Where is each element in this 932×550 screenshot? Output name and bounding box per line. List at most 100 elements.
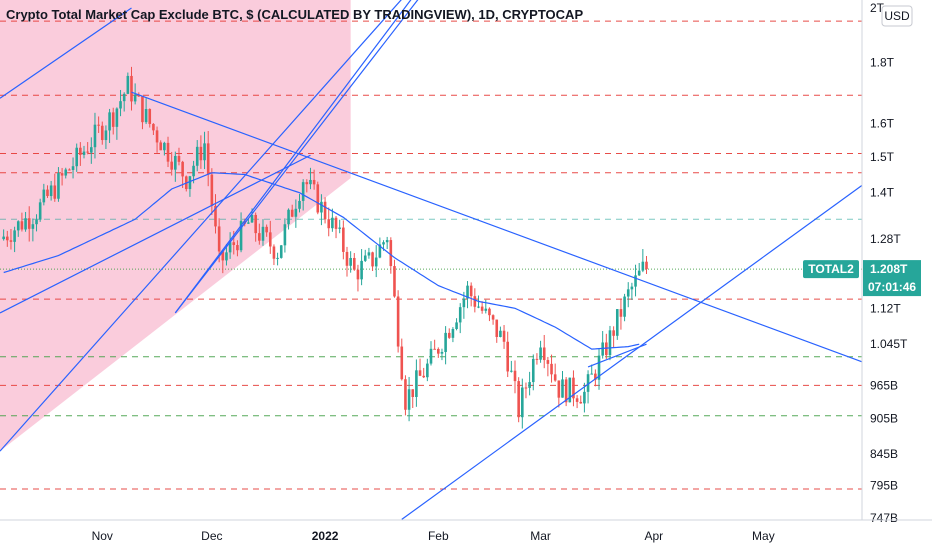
candle-36 [133,94,137,102]
candle-152 [557,380,561,398]
countdown-label: 07:01:46 [868,280,916,294]
candle-60 [221,251,225,261]
y-tick-label-3: 1.5T [870,150,895,164]
candle-144 [528,382,531,388]
candle-13 [49,185,53,197]
candle-124 [455,322,458,329]
candle-96 [352,257,356,270]
candle-111 [407,389,411,410]
candle-44 [163,142,166,151]
candle-89 [327,219,331,229]
candle-70 [258,233,261,241]
candle-143 [524,387,528,389]
candle-146 [535,358,539,360]
candle-17 [64,169,68,176]
symbol-tag [803,260,859,279]
candle-109 [400,346,404,380]
candle-42 [155,130,159,143]
candle-38 [141,96,144,123]
time-axis-panel [0,520,862,550]
candle-58 [214,205,217,227]
candle-97 [356,269,360,280]
candle-116 [426,363,429,378]
y-tick-label-8: 965B [870,378,898,392]
candle-32 [119,101,122,109]
candle-69 [254,214,257,234]
candle-118 [433,348,436,350]
candle-90 [331,217,334,229]
candle-145 [531,358,535,383]
trend-line-2 [174,0,412,314]
candle-66 [243,220,247,224]
candle-130 [477,306,480,308]
candle-59 [217,226,221,252]
candle-26 [97,124,100,126]
candle-49 [181,161,184,177]
candle-175 [641,261,645,271]
candle-46 [170,161,173,170]
candle-136 [499,330,502,337]
candle-161 [590,373,594,375]
candle-74 [272,246,276,259]
x-tick-label-6: May [752,529,775,543]
candle-121 [444,332,447,352]
candle-174 [637,270,641,276]
candle-127 [466,285,469,299]
candle-142 [521,387,524,418]
candle-108 [396,296,400,347]
candle-1 [6,236,9,241]
chart-title: Crypto Total Market Cap Exclude BTC, $ (… [6,7,583,22]
candle-56 [206,143,210,175]
candle-112 [411,389,415,397]
y-tick-label-11: 795B [870,479,898,493]
candle-16 [60,173,64,176]
candle-126 [462,298,466,308]
candle-9 [35,219,38,225]
candle-166 [608,330,612,356]
trend-line-6 [0,154,311,314]
currency-button-label: USD [884,9,910,23]
candle-0 [2,236,5,240]
candle-75 [276,257,279,259]
candle-120 [440,351,444,354]
candle-30 [111,112,115,127]
candle-78 [287,209,290,225]
y-tick-label-4: 1.4T [870,186,895,200]
candle-64 [236,245,239,251]
candle-86 [316,184,320,213]
candle-164 [601,342,604,356]
candle-82 [301,182,305,201]
candle-76 [279,245,283,258]
candle-87 [320,201,323,213]
candle-22 [82,151,86,155]
candle-84 [309,179,312,185]
candle-27 [100,125,104,141]
candle-132 [484,308,488,311]
candle-91 [334,217,338,229]
candle-105 [385,240,389,243]
trend-line-3 [174,0,419,314]
trend-line-5 [587,343,647,368]
candle-134 [491,315,495,320]
candle-140 [513,370,517,382]
candle-4 [16,221,20,231]
y-tick-label-5: 1.28T [870,232,901,246]
candle-63 [232,242,236,246]
candle-85 [312,179,316,185]
candle-10 [38,202,42,220]
trend-line-0 [131,91,863,363]
candle-119 [437,348,440,354]
candle-92 [338,227,341,229]
candle-7 [27,218,31,229]
candle-33 [122,93,126,102]
candle-31 [115,108,119,127]
candle-71 [261,226,265,241]
candle-45 [166,142,170,162]
moving-average-line [3,172,640,350]
symbol-tag-label: TOTAL2 [808,262,854,276]
last-price-label: 1.208T [870,262,908,276]
candle-2 [9,240,13,242]
candle-14 [53,185,57,199]
